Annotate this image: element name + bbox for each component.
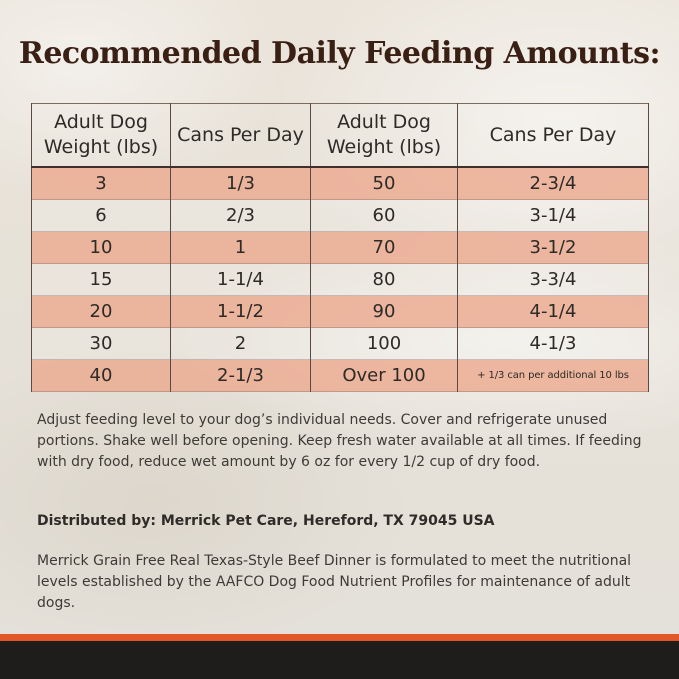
table-cell-note: + 1/3 can per additional 10 lbs bbox=[457, 359, 649, 392]
table-cell: 90 bbox=[310, 295, 458, 328]
table-row: 20 1-1/2 90 4-1/4 bbox=[31, 295, 649, 328]
table-cell: 80 bbox=[310, 263, 458, 296]
table-row: 30 2 100 4-1/3 bbox=[31, 327, 649, 360]
table-cell: 1 bbox=[170, 231, 311, 264]
table-cell: 50 bbox=[310, 167, 458, 200]
table-cell: 2-3/4 bbox=[457, 167, 649, 200]
header-cans-1: Cans Per Day bbox=[170, 103, 311, 168]
table-cell: 3-1/2 bbox=[457, 231, 649, 264]
distributor-line: Distributed by: Merrick Pet Care, Herefo… bbox=[37, 513, 495, 529]
table-row: 6 2/3 60 3-1/4 bbox=[31, 199, 649, 232]
bottom-brand-band bbox=[0, 634, 679, 679]
header-weight-2: Adult Dog Weight (lbs) bbox=[310, 103, 458, 168]
table-cell: 2/3 bbox=[170, 199, 311, 232]
table-cell: 4-1/3 bbox=[457, 327, 649, 360]
table-cell: Over 100 bbox=[310, 359, 458, 392]
table-cell: 10 bbox=[31, 231, 171, 264]
header-weight-1: Adult Dog Weight (lbs) bbox=[31, 103, 171, 168]
table-cell: 20 bbox=[31, 295, 171, 328]
table-cell: 3-1/4 bbox=[457, 199, 649, 232]
table-cell: 15 bbox=[31, 263, 171, 296]
table-cell: 100 bbox=[310, 327, 458, 360]
table-header-row: Adult Dog Weight (lbs) Cans Per Day Adul… bbox=[31, 103, 649, 168]
table-cell: 4-1/4 bbox=[457, 295, 649, 328]
table-cell: 6 bbox=[31, 199, 171, 232]
table-cell: 70 bbox=[310, 231, 458, 264]
table-cell: 40 bbox=[31, 359, 171, 392]
table-cell: 2-1/3 bbox=[170, 359, 311, 392]
table-cell: 1-1/2 bbox=[170, 295, 311, 328]
header-cans-2: Cans Per Day bbox=[457, 103, 649, 168]
table-row: 15 1-1/4 80 3-3/4 bbox=[31, 263, 649, 296]
feeding-table: Adult Dog Weight (lbs) Cans Per Day Adul… bbox=[31, 103, 649, 392]
table-cell: 1/3 bbox=[170, 167, 311, 200]
aafco-statement: Merrick Grain Free Real Texas-Style Beef… bbox=[37, 553, 632, 611]
table-cell: 1-1/4 bbox=[170, 263, 311, 296]
table-row: 3 1/3 50 2-3/4 bbox=[31, 167, 649, 200]
table-cell: 2 bbox=[170, 327, 311, 360]
table-row: 40 2-1/3 Over 100 + 1/3 can per addition… bbox=[31, 359, 649, 392]
feeding-instructions: Adjust feeding level to your dog’s indiv… bbox=[37, 412, 642, 470]
table-cell: 3 bbox=[31, 167, 171, 200]
table-cell: 60 bbox=[310, 199, 458, 232]
table-cell: 30 bbox=[31, 327, 171, 360]
table-cell: 3-3/4 bbox=[457, 263, 649, 296]
page-title: Recommended Daily Feeding Amounts: bbox=[18, 36, 661, 71]
table-row: 10 1 70 3-1/2 bbox=[31, 231, 649, 264]
